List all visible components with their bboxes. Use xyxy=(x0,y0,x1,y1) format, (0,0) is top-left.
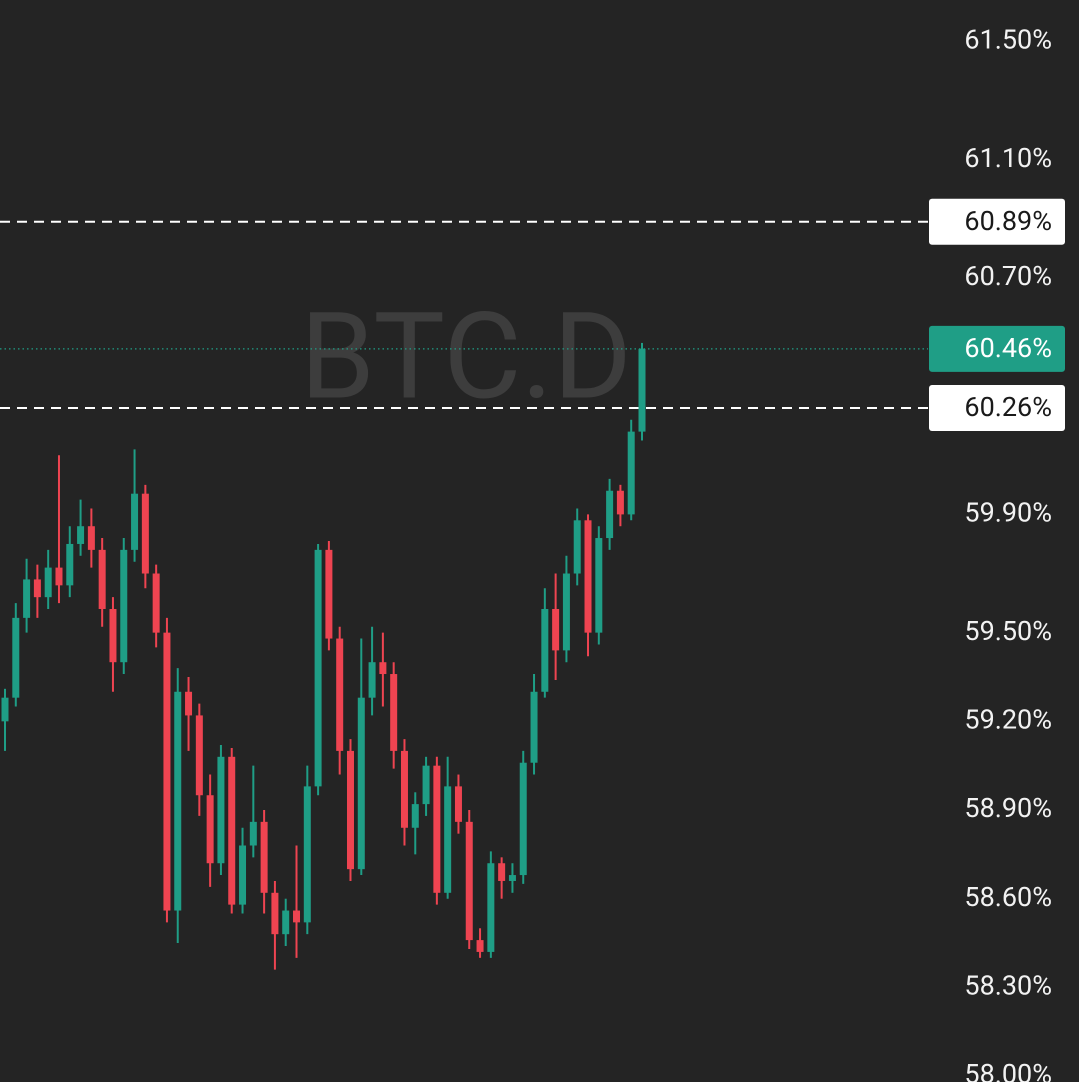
candle-body xyxy=(271,892,279,935)
candle-body xyxy=(508,875,516,881)
candle-body xyxy=(519,762,527,876)
price-label: 60.26% xyxy=(964,391,1052,423)
candle-body xyxy=(163,632,171,911)
candle-body xyxy=(411,804,419,828)
candle-body xyxy=(552,608,560,651)
y-tick-label: 60.70% xyxy=(964,260,1052,292)
candle-body xyxy=(228,756,236,905)
candle-body xyxy=(422,765,430,805)
candle-body xyxy=(293,910,301,923)
candle-body xyxy=(616,490,624,515)
candle-body xyxy=(368,662,376,698)
candle-body xyxy=(98,549,106,609)
candle-body xyxy=(584,520,592,633)
candle-body xyxy=(541,608,549,692)
candle-body xyxy=(44,567,52,598)
candle-body xyxy=(379,662,387,675)
candle-body xyxy=(55,567,63,586)
candle-body xyxy=(282,910,290,935)
candle-body xyxy=(174,691,182,911)
candle-body xyxy=(87,526,95,550)
candle-body xyxy=(77,526,85,544)
price-label-box xyxy=(929,325,1065,372)
y-tick-label: 61.10% xyxy=(964,142,1052,174)
candle-body xyxy=(325,549,333,639)
price-lines xyxy=(0,220,928,409)
y-axis: 61.50% 61.10% 60.70% 59.90% 59.50% 59.20% 58.9… xyxy=(929,24,1065,1082)
candle-body xyxy=(239,845,247,905)
candles xyxy=(1,342,646,970)
candle-body xyxy=(336,638,344,751)
candle-body xyxy=(185,691,193,716)
candle-body xyxy=(131,493,139,550)
candle-body xyxy=(1,697,9,722)
price-label-box xyxy=(929,198,1065,245)
y-tick-label: 58.60% xyxy=(964,881,1052,913)
candle-body xyxy=(260,821,268,893)
candle-body xyxy=(217,756,225,864)
y-tick-label: 58.90% xyxy=(964,792,1052,824)
candle-body xyxy=(33,579,41,598)
candle-body xyxy=(433,765,441,893)
candle-body xyxy=(303,786,311,923)
candle-body xyxy=(390,674,398,751)
candle-body xyxy=(23,579,31,618)
price-label-box xyxy=(929,384,1065,431)
candle-body xyxy=(195,715,203,796)
price-label: 60.89% xyxy=(964,205,1052,237)
candle-body xyxy=(206,795,214,864)
y-tick-label: 59.20% xyxy=(964,703,1052,735)
y-tick-label: 59.50% xyxy=(964,615,1052,647)
candle-body xyxy=(530,691,538,763)
y-tick-label: 58.30% xyxy=(964,970,1052,1002)
candle-body xyxy=(66,543,74,586)
candle-body xyxy=(346,750,354,870)
candle-body xyxy=(562,573,570,651)
candle-body xyxy=(573,520,581,574)
candle-body xyxy=(357,697,365,870)
candle-body xyxy=(12,617,20,698)
candle-body xyxy=(638,348,646,432)
candle-body xyxy=(400,750,408,828)
candle-body xyxy=(476,940,484,952)
candle-body xyxy=(465,821,473,941)
candle-body xyxy=(314,549,322,787)
candle-body xyxy=(487,863,495,952)
watermark: BTC.D xyxy=(300,288,632,428)
candle-body xyxy=(141,493,149,574)
candle-body xyxy=(152,573,160,633)
price-label: 60.46% xyxy=(964,332,1052,364)
candle-body xyxy=(627,431,635,515)
candle-body xyxy=(444,786,452,893)
candle-body xyxy=(606,490,614,539)
candle-body xyxy=(454,786,462,822)
candle-body xyxy=(498,863,506,881)
candle-body xyxy=(595,538,603,633)
y-tick-label: 58.00% xyxy=(964,1058,1052,1082)
candle-body xyxy=(249,821,257,846)
y-tick-label: 59.90% xyxy=(964,497,1052,529)
candle-body xyxy=(120,549,128,663)
candle-body xyxy=(109,608,117,663)
y-tick-label: 61.50% xyxy=(964,24,1052,56)
